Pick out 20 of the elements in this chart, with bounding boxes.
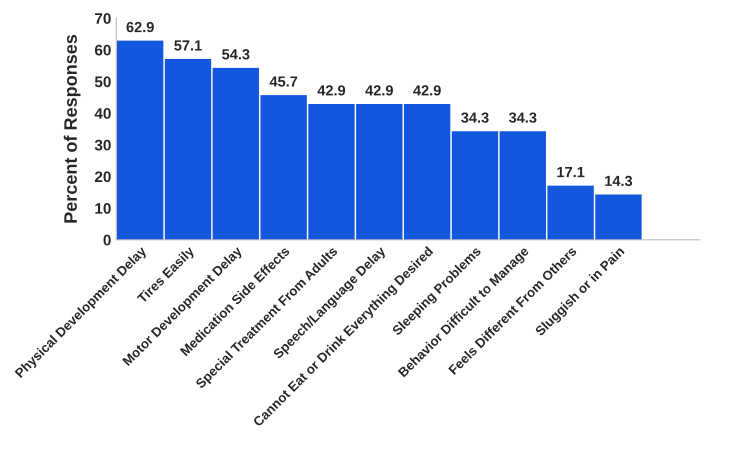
data-label: 54.3	[222, 49, 250, 60]
data-label: 14.3	[605, 176, 632, 186]
y-tick-label: 40	[94, 108, 111, 119]
data-label: 34.3	[461, 112, 489, 123]
data-label: 17.1	[557, 167, 584, 178]
data-label: 42.9	[318, 85, 346, 96]
y-tick-label: 70	[95, 13, 111, 24]
data-label: 45.7	[270, 76, 298, 87]
y-tick-label: 20	[94, 171, 111, 182]
data-label: 42.9	[413, 85, 441, 96]
y-tick-label: 0	[103, 234, 111, 246]
data-label: 42.9	[365, 85, 393, 96]
y-tick-label: 10	[95, 203, 111, 214]
data-label: 62.9	[126, 22, 154, 32]
data-label: 34.3	[508, 112, 536, 123]
y-tick-label: 50	[94, 76, 111, 88]
y-tick-label: 30	[94, 140, 111, 151]
y-axis-title: Percent of Responses	[64, 34, 81, 223]
data-label: 57.1	[174, 40, 202, 51]
y-tick-label: 60	[94, 44, 111, 56]
